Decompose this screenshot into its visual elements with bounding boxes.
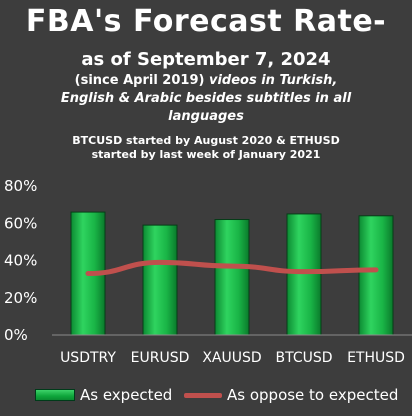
x-tick-label: EURUSD [131, 350, 190, 366]
bar-eurusd [142, 224, 178, 336]
x-tick-label: BTCUSD [275, 350, 332, 366]
chart-footnote: BTCUSD started by August 2020 & ETHUSD s… [0, 134, 412, 162]
forecast-chart: 80% 60% 40% 20% 0% USDTRY EURUSD XAUUSD BTCUSD ET… [4, 177, 412, 366]
legend-swatch-bar [35, 389, 75, 401]
bar-btcusd [286, 213, 322, 336]
legend-item-as-oppose: As oppose to expected [184, 386, 398, 404]
bar-xauusd [214, 219, 250, 336]
footnote-line-1: BTCUSD started by August 2020 & ETHUSD [72, 134, 340, 147]
chart-title: FBA's Forecast Rate- [25, 4, 387, 39]
x-tick-label: ETHUSD [347, 350, 405, 366]
y-tick-label: 20% [4, 289, 37, 307]
note-italic-2: English & Arabic besides subtitles in al… [60, 91, 352, 106]
chart-note: (since April 2019) videos in Turkish, En… [0, 72, 412, 126]
y-tick-label: 80% [4, 177, 37, 195]
footnote-line-2: started by last week of January 2021 [91, 148, 321, 161]
x-tick-label: XAUUSD [202, 350, 261, 366]
legend-swatch-line [184, 392, 222, 398]
legend-label-as-expected: As expected [80, 386, 173, 404]
y-tick-label: 60% [4, 214, 37, 232]
legend-item-as-expected: As expected [35, 386, 172, 404]
x-tick-label: USDTRY [60, 350, 116, 366]
chart-legend: As expected As oppose to expected [0, 386, 412, 410]
y-tick-label: 0% [4, 326, 28, 344]
chart-subtitle: as of September 7, 2024 [81, 49, 331, 70]
bar-ethusd [358, 215, 394, 336]
note-italic-3: languages [168, 109, 244, 124]
y-tick-label: 40% [4, 252, 37, 270]
note-prefix: (since April 2019) [74, 73, 205, 88]
legend-label-as-oppose: As oppose to expected [227, 386, 399, 404]
note-italic-1: videos in Turkish, [208, 73, 338, 88]
